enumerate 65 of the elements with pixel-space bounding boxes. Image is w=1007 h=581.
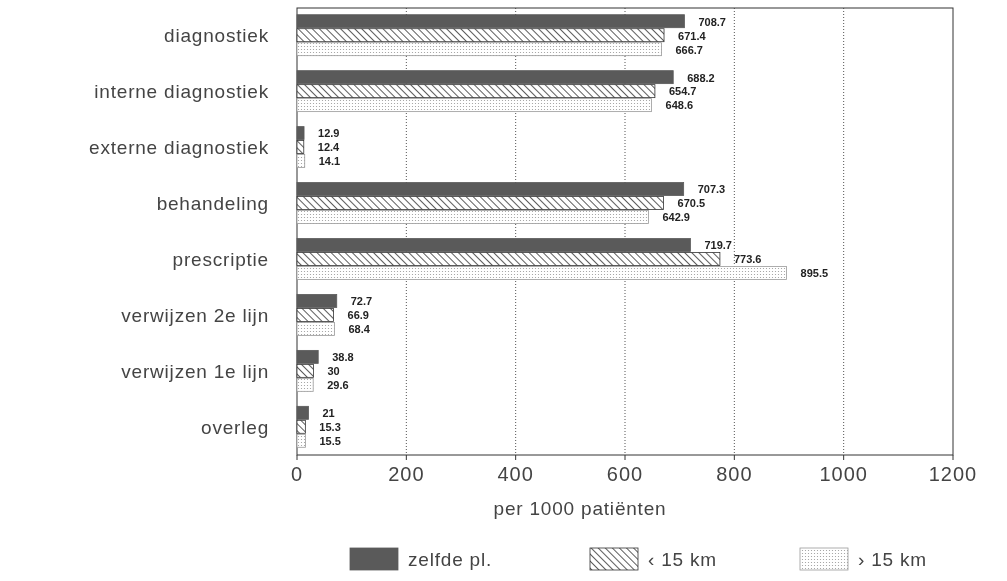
data-label: 29.6 <box>327 379 349 392</box>
data-label: 66.9 <box>347 309 369 322</box>
bar <box>296 28 665 43</box>
data-label: 654.7 <box>668 85 697 98</box>
data-label: 719.7 <box>704 239 732 252</box>
legend-label: › 15 km <box>858 548 927 570</box>
x-tick-label: 200 <box>388 463 425 485</box>
bar <box>296 363 314 378</box>
bar <box>296 14 685 29</box>
data-label: 14.1 <box>318 155 341 168</box>
y-tick-label: interne diagnostiek <box>94 81 269 103</box>
bar <box>296 294 338 308</box>
bar <box>296 252 721 266</box>
x-tick-label: 600 <box>606 463 644 485</box>
data-label: 670.5 <box>677 197 706 210</box>
data-label: 12.9 <box>318 127 340 140</box>
bar <box>296 419 306 434</box>
data-label: 12.4 <box>317 141 341 154</box>
data-label: 72.7 <box>350 295 373 308</box>
bar <box>296 84 656 99</box>
data-label: 671.4 <box>678 29 707 42</box>
x-axis-title: per 1000 patiënten <box>493 498 667 519</box>
data-label: 30 <box>327 365 340 378</box>
y-tick-label: diagnostiek <box>164 25 269 47</box>
y-tick-label: overleg <box>201 416 269 438</box>
data-label: 773.6 <box>733 253 762 266</box>
bar <box>296 377 314 392</box>
x-tick-label: 400 <box>497 463 534 485</box>
x-tick-label: 800 <box>716 463 753 485</box>
data-label: 21 <box>322 407 335 420</box>
y-tick-label: verwijzen 2e lijn <box>121 305 269 327</box>
legend-label: zelfde pl. <box>408 548 493 570</box>
data-label: 15.3 <box>319 421 341 434</box>
data-label: 688.2 <box>687 71 715 84</box>
data-label: 38.8 <box>332 351 354 364</box>
bar <box>296 349 319 364</box>
bar <box>296 182 685 196</box>
y-tick-label: prescriptie <box>172 249 269 271</box>
bar <box>296 308 334 322</box>
bar <box>296 140 305 154</box>
legend-label: ‹ 15 km <box>648 548 717 570</box>
x-tick-label: 1000 <box>819 463 868 485</box>
x-tick-label: 1200 <box>928 463 978 485</box>
bar <box>296 210 649 224</box>
bar <box>296 322 335 336</box>
y-tick-label: behandeling <box>156 193 269 215</box>
data-label: 666.7 <box>675 43 703 56</box>
bar <box>296 433 306 448</box>
x-tick-label: 0 <box>290 463 304 485</box>
data-label: 642.9 <box>662 211 690 224</box>
data-label: 895.5 <box>800 267 829 280</box>
data-label: 708.7 <box>698 15 726 28</box>
bar <box>296 266 787 280</box>
bar <box>296 196 664 210</box>
data-label: 68.4 <box>348 323 371 336</box>
bar <box>296 154 306 168</box>
bar <box>296 126 305 140</box>
y-tick-label: verwijzen 1e lijn <box>121 361 269 383</box>
data-label: 648.6 <box>665 99 694 112</box>
bar <box>296 98 652 113</box>
data-label: 707.3 <box>697 183 726 196</box>
data-label: 15.5 <box>319 435 341 448</box>
bar <box>296 405 309 420</box>
bar <box>296 42 662 57</box>
y-tick-label: externe diagnostiek <box>89 137 269 159</box>
